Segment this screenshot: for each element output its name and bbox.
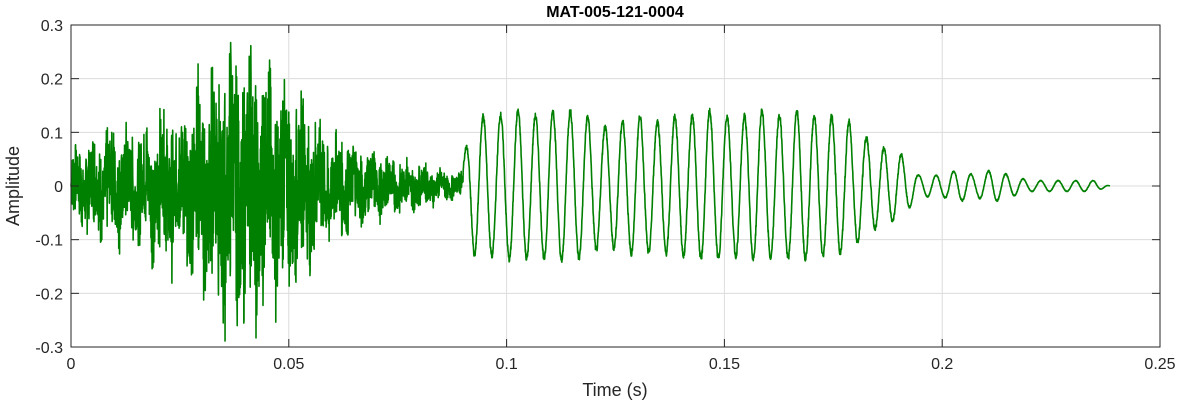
y-tick-label: 0.1	[41, 125, 63, 142]
x-tick-label: 0.1	[495, 356, 517, 373]
y-tick-label: 0	[54, 179, 63, 196]
x-tick-label: 0.15	[709, 356, 740, 373]
series-waveform-line	[70, 41, 1111, 342]
y-tick-label: -0.3	[35, 340, 63, 357]
y-tick-label: -0.2	[35, 286, 63, 303]
axis-ticks: 0 0.05 0.1 0.15 0.2 0.25 -0.3 -0.2 -0.1 0 0.1 0.2 0.…	[35, 18, 1175, 373]
x-tick-label: 0.2	[931, 356, 953, 373]
y-tick-label: 0.2	[41, 72, 63, 89]
x-tick-label: 0.05	[273, 356, 304, 373]
chart-title: MAT-005-121-0004	[546, 4, 684, 21]
y-tick-label: -0.1	[35, 233, 63, 250]
y-tick-label: 0.3	[41, 18, 63, 35]
x-axis-label: Time (s)	[582, 380, 647, 400]
x-tick-label: 0.25	[1144, 356, 1175, 373]
x-tick-label: 0	[67, 356, 76, 373]
y-axis-label: Amplitude	[3, 146, 23, 226]
